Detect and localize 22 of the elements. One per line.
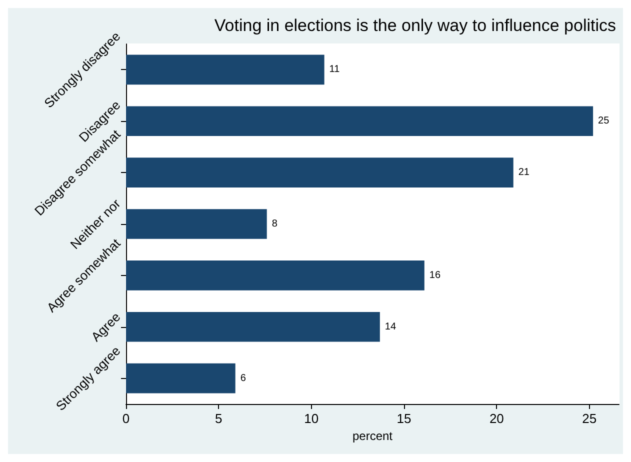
- x-tick-label: 25: [582, 411, 597, 426]
- x-tick-label: 20: [489, 411, 504, 426]
- data-label: 16: [429, 270, 441, 281]
- bar: [126, 260, 424, 290]
- bar: [126, 158, 514, 188]
- x-tick-label: 10: [304, 411, 319, 426]
- data-label: 14: [384, 321, 396, 332]
- bar: [126, 209, 267, 239]
- x-tick-label: 5: [215, 411, 222, 426]
- data-label: 11: [329, 64, 340, 76]
- chart-title: Voting in elections is the only way to influence politics: [214, 16, 616, 35]
- x-tick-label: 15: [396, 411, 412, 426]
- x-axis-title: percent: [352, 428, 394, 443]
- bar: [126, 312, 380, 342]
- bar: [126, 363, 236, 394]
- bar: [126, 106, 594, 136]
- data-label: 25: [598, 116, 610, 127]
- bar: [126, 54, 324, 85]
- data-label: 21: [518, 167, 530, 178]
- data-label: 6: [240, 372, 246, 384]
- x-tick-label: 0: [122, 411, 130, 426]
- data-label: 8: [272, 218, 278, 230]
